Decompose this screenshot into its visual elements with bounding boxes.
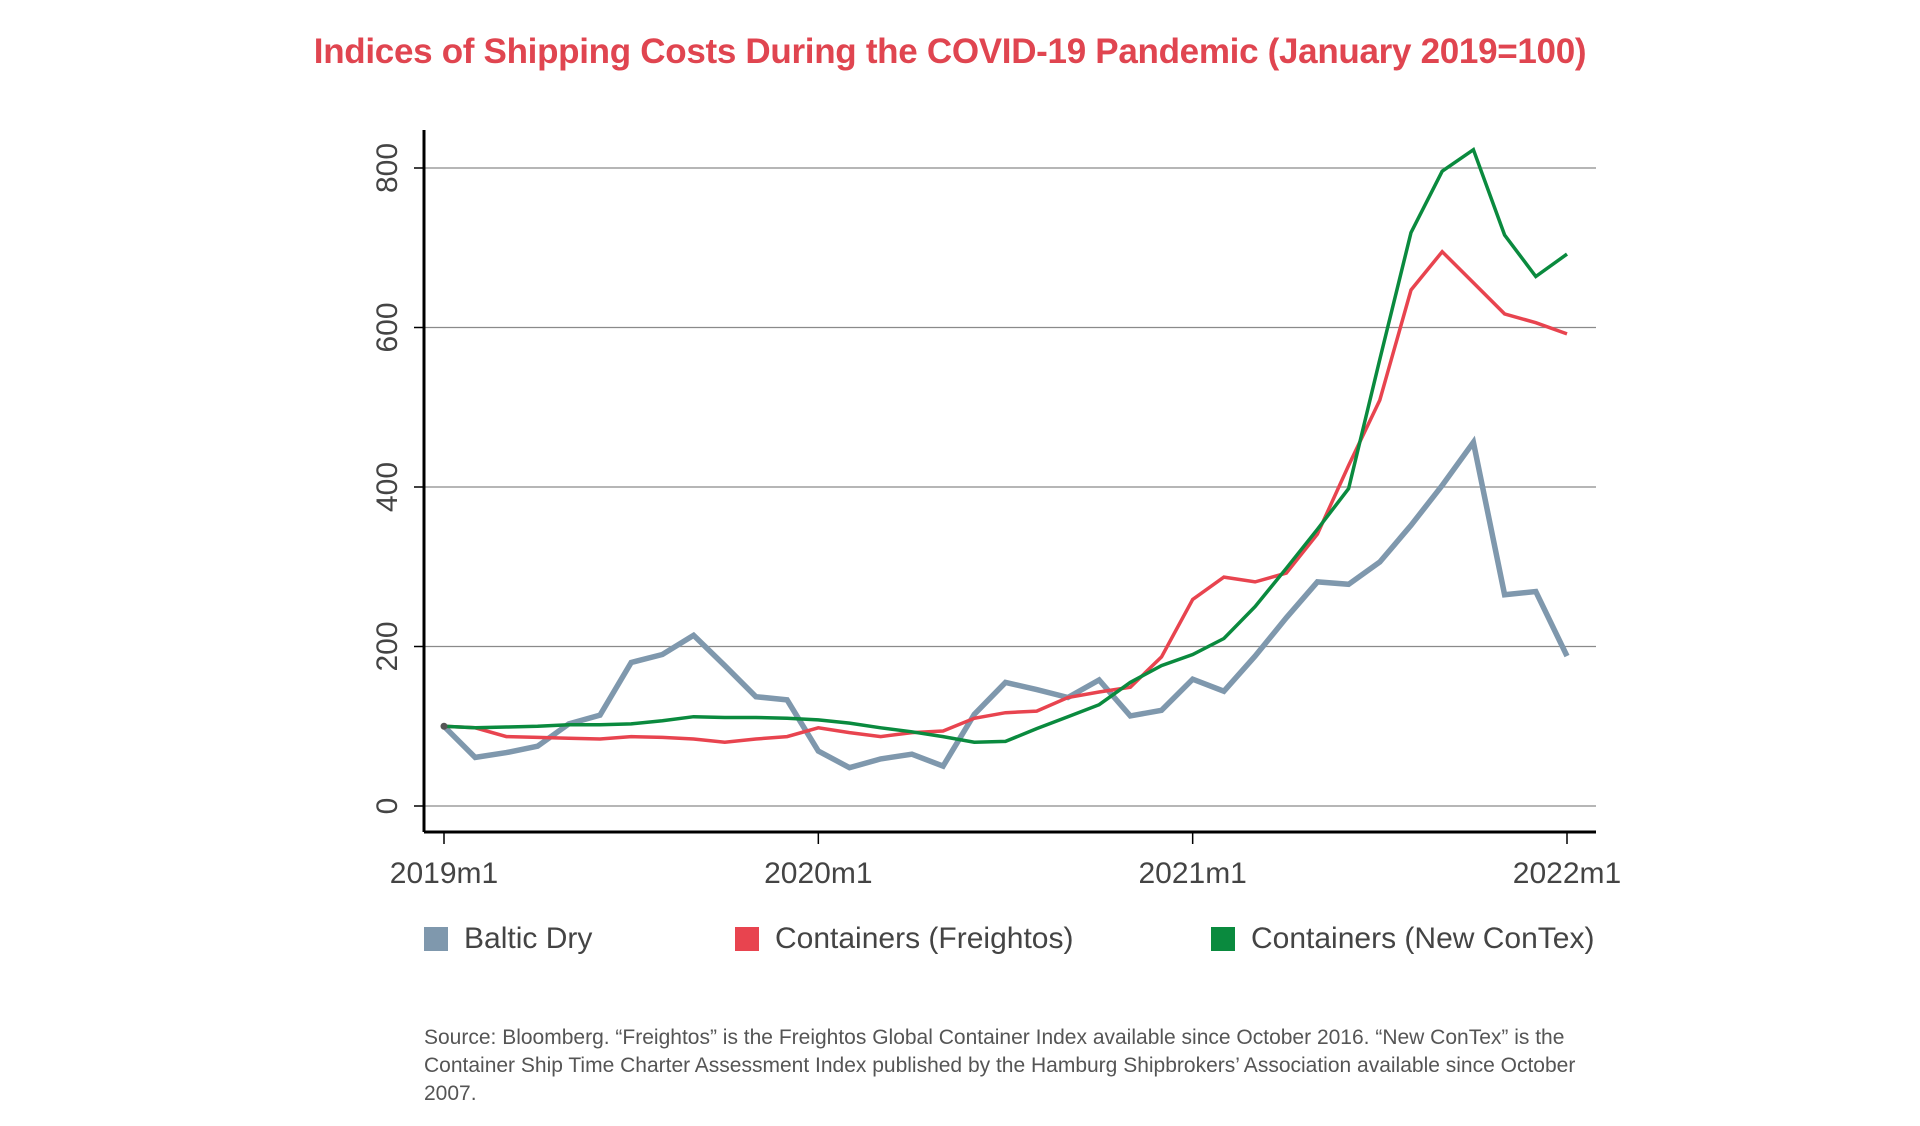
- y-tick-label: 600: [371, 302, 404, 352]
- x-tick-label: 2021m1: [1138, 857, 1246, 890]
- tick-labels: 0 200 400 600 800 2019m1 2020m1 2021m1 2022m1: [371, 143, 1621, 890]
- legend-swatch: [424, 927, 448, 951]
- legend-item-baltic-dry: Baltic Dry: [424, 922, 592, 956]
- legend-label: Containers (New ConTex): [1251, 922, 1595, 955]
- legend-item-new-contex: Containers (New ConTex): [1211, 922, 1594, 956]
- x-tick-label: 2019m1: [390, 857, 498, 890]
- source-note: Source: Bloomberg. “Freightos” is the Fr…: [424, 1026, 1576, 1105]
- series-line-containers-new-contex: [443, 146, 1569, 744]
- legend-label: Baltic Dry: [464, 922, 593, 955]
- series-line-containers-freightos: [443, 249, 1568, 744]
- axes: [414, 130, 1596, 844]
- chart-title: Indices of Shipping Costs During the COV…: [313, 32, 1587, 71]
- legend-swatch: [1211, 927, 1235, 951]
- x-tick-label: 2022m1: [1513, 857, 1621, 890]
- y-tick-label: 0: [371, 798, 404, 815]
- legend-item-freightos: Containers (Freightos): [735, 922, 1073, 956]
- series-lines: [440, 146, 1570, 771]
- legend-label: Containers (Freightos): [775, 922, 1074, 955]
- gridlines: [424, 167, 1596, 807]
- y-tick-label: 200: [371, 621, 404, 671]
- series-line-baltic-dry: [442, 435, 1570, 771]
- start-point-marker: [440, 722, 448, 730]
- y-tick-label: 800: [371, 143, 404, 193]
- x-tick-label: 2020m1: [764, 857, 872, 890]
- legend-swatch: [735, 927, 759, 951]
- y-tick-label: 400: [371, 462, 404, 512]
